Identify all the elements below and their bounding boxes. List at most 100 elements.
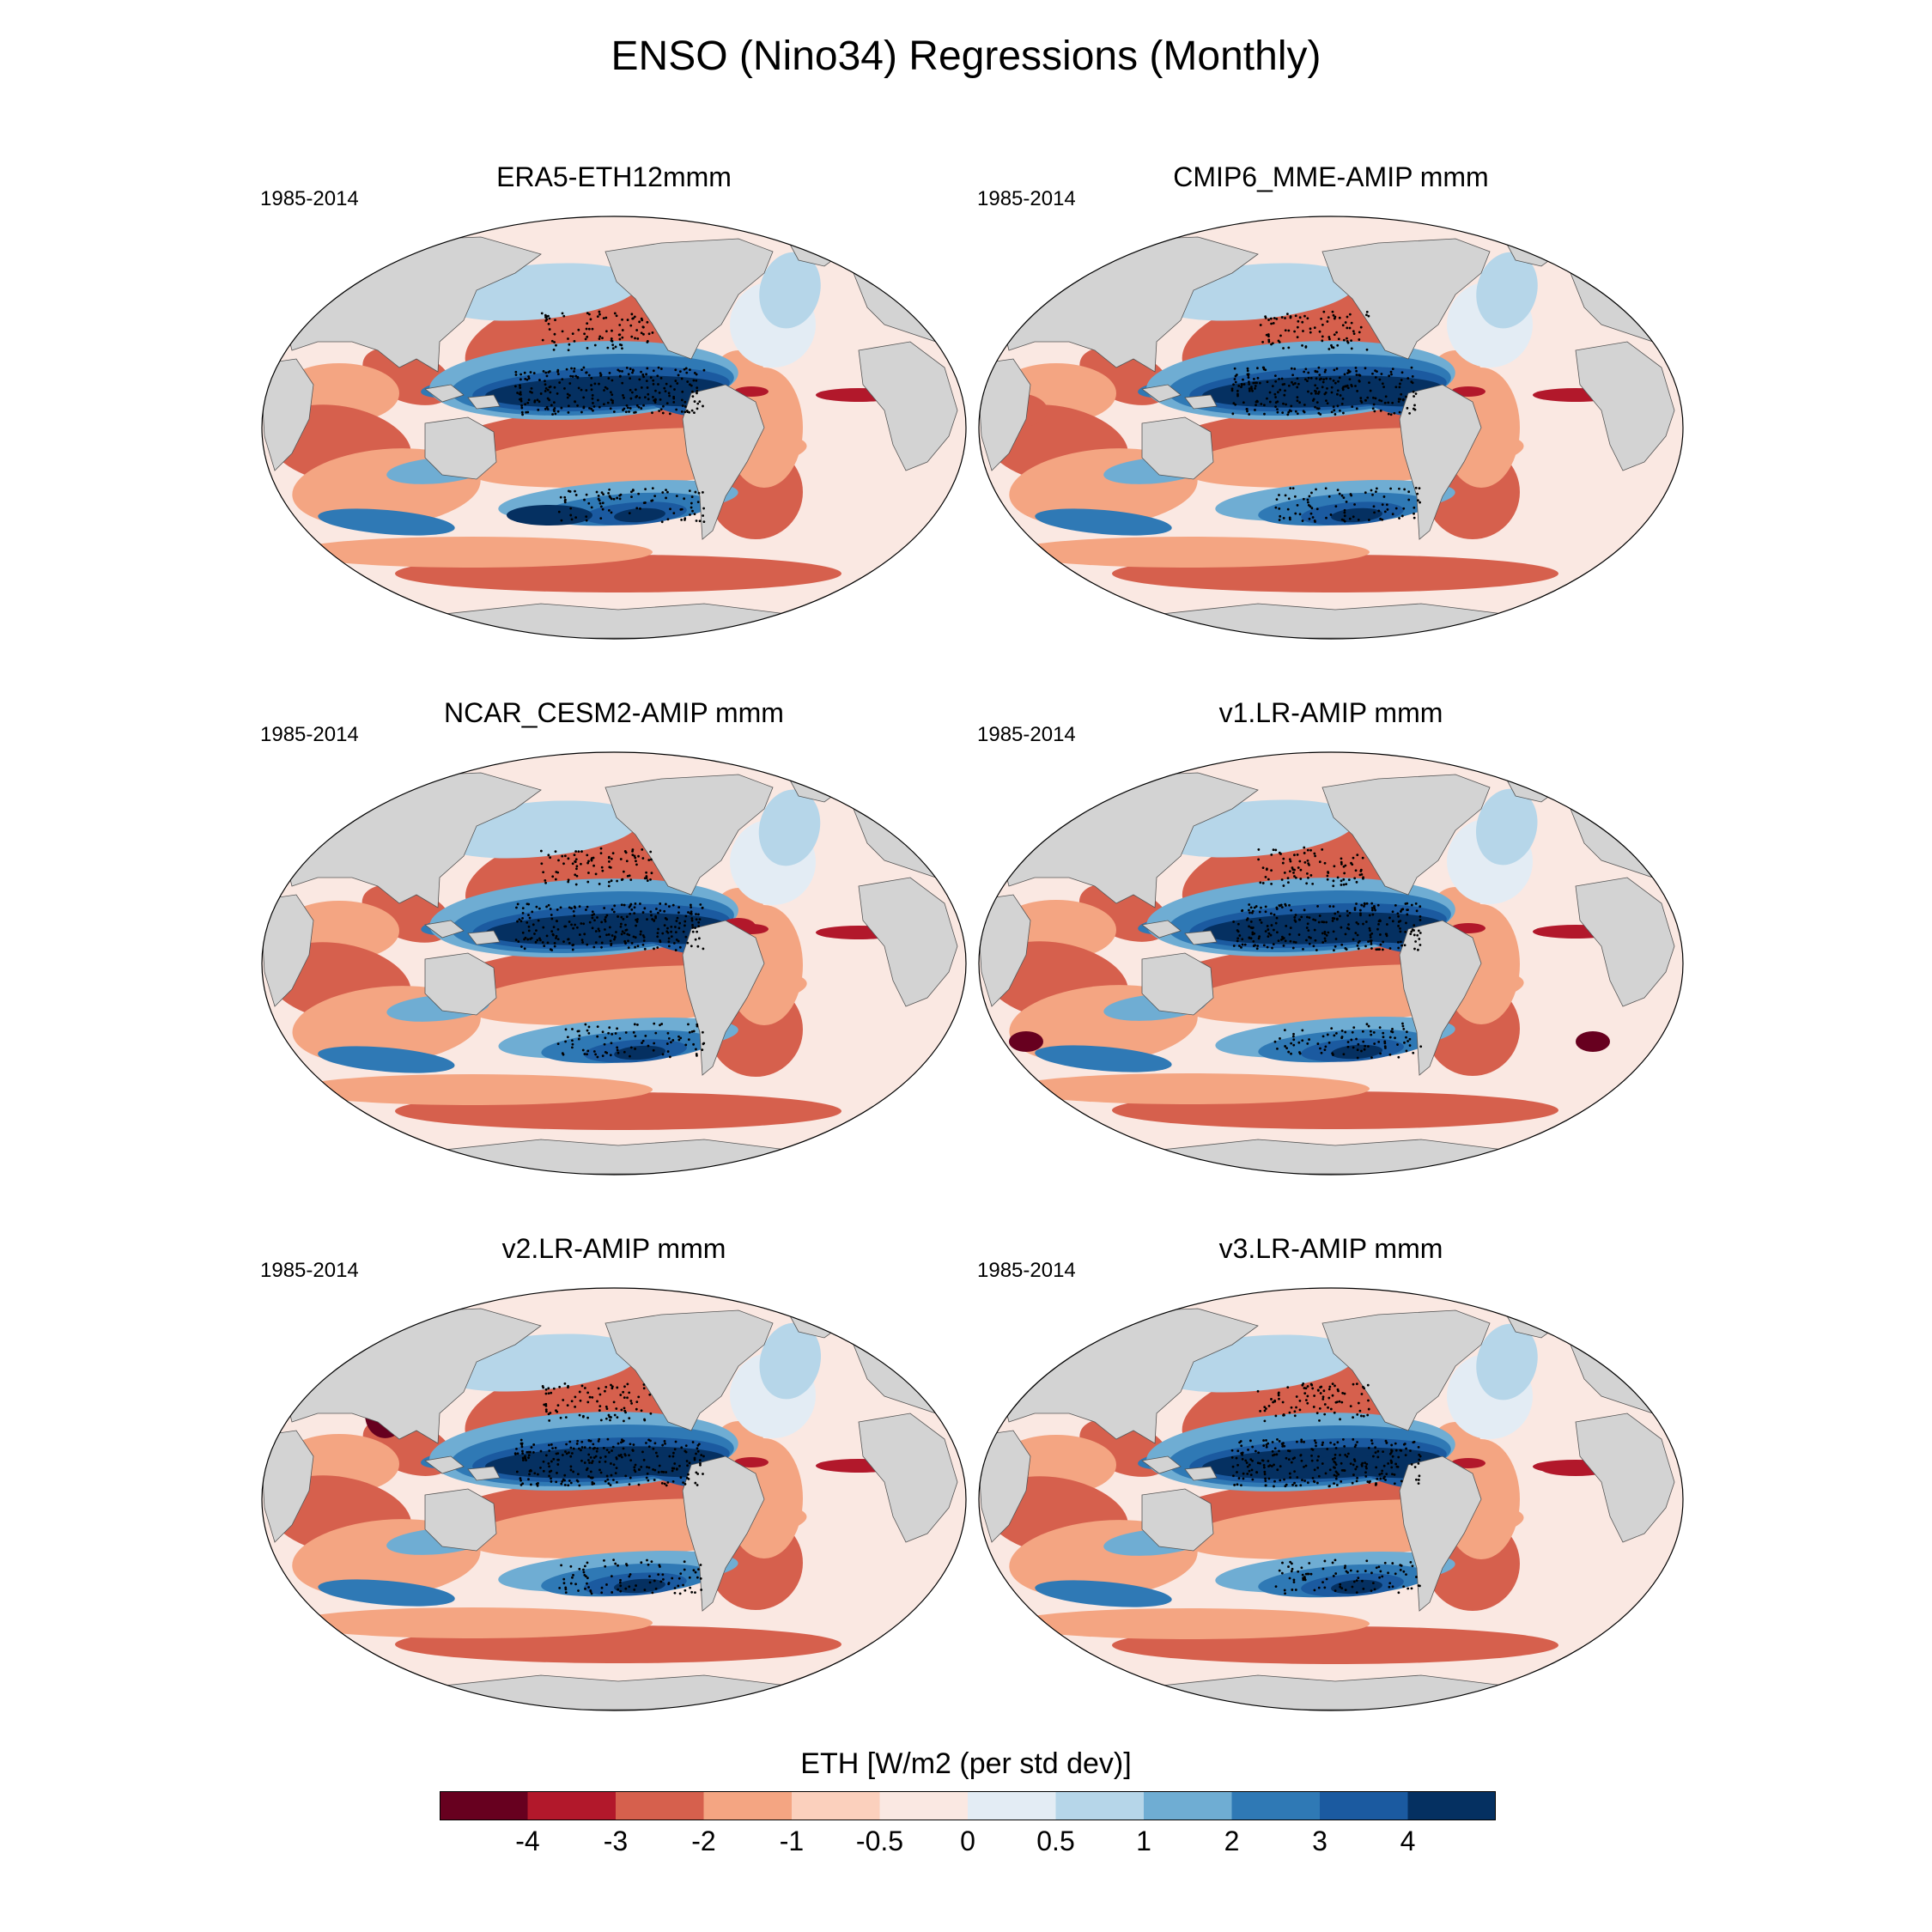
stipple-dot bbox=[586, 1416, 589, 1419]
stipple-dot bbox=[600, 491, 604, 495]
stipple-dot bbox=[618, 374, 622, 378]
stipple-dot bbox=[609, 1054, 612, 1057]
stipple-dot bbox=[690, 1590, 694, 1594]
stipple-dot bbox=[1381, 382, 1384, 386]
stipple-dot bbox=[679, 1476, 683, 1479]
stipple-dot bbox=[610, 1416, 612, 1419]
stipple-dot bbox=[671, 1479, 675, 1483]
stipple-dot bbox=[641, 373, 645, 376]
stipple-dot bbox=[1306, 1042, 1309, 1045]
stipple-dot bbox=[1230, 387, 1234, 391]
stipple-dot bbox=[613, 904, 617, 908]
stipple-dot bbox=[612, 910, 616, 914]
stipple-dot bbox=[666, 927, 669, 930]
stipple-dot bbox=[1297, 382, 1300, 386]
stipple-dot bbox=[636, 337, 640, 340]
stipple-dot bbox=[686, 941, 690, 945]
colorbar-swatch bbox=[616, 1791, 704, 1820]
stipple-dot bbox=[1384, 1047, 1387, 1049]
world-map bbox=[261, 216, 967, 640]
stipple-dot bbox=[1352, 1458, 1356, 1461]
land-mask bbox=[979, 226, 1675, 639]
stipple-dot bbox=[631, 848, 635, 851]
stipple-dot bbox=[683, 410, 687, 414]
stipple-dot bbox=[1291, 866, 1294, 869]
stipple-dot bbox=[1311, 883, 1315, 885]
stipple-dot bbox=[1282, 884, 1285, 887]
stipple-dot bbox=[651, 331, 654, 334]
stipple-dot bbox=[1329, 1441, 1333, 1444]
stipple-dot bbox=[1260, 921, 1263, 924]
stipple-dot bbox=[549, 1412, 552, 1414]
stipple-dot bbox=[1278, 1439, 1281, 1443]
stipple-dot bbox=[1270, 882, 1273, 885]
stipple-dot bbox=[1405, 395, 1407, 398]
stipple-dot bbox=[667, 905, 671, 908]
stipple-dot bbox=[1313, 1480, 1316, 1484]
stipple-dot bbox=[1330, 343, 1333, 347]
stipple-dot bbox=[1315, 407, 1319, 410]
stipple-dot bbox=[1375, 948, 1378, 951]
stipple-dot bbox=[583, 498, 586, 501]
stipple-dot bbox=[587, 1439, 591, 1443]
stipple-dot bbox=[1401, 398, 1405, 402]
stipple-dot bbox=[619, 1394, 623, 1396]
stipple-dot bbox=[552, 1387, 556, 1390]
stipple-dot bbox=[633, 1589, 636, 1591]
stipple-dot bbox=[656, 374, 659, 378]
stipple-dot bbox=[1343, 1392, 1346, 1395]
stipple-dot bbox=[1356, 1476, 1359, 1479]
stipple-dot bbox=[677, 927, 681, 930]
stipple-dot bbox=[574, 1405, 577, 1408]
stipple-dot bbox=[614, 1032, 617, 1035]
stipple-dot bbox=[696, 1576, 699, 1579]
stipple-dot bbox=[575, 867, 578, 871]
stipple-dot bbox=[672, 512, 676, 515]
stipple-dot bbox=[631, 368, 635, 372]
stipple-dot bbox=[1407, 490, 1411, 494]
stipple-dot bbox=[571, 1576, 574, 1579]
stipple-dot bbox=[1384, 395, 1388, 398]
stipple-dot bbox=[1262, 1463, 1266, 1467]
stipple-dot bbox=[612, 1479, 615, 1481]
stipple-dot bbox=[621, 347, 623, 350]
stipple-dot bbox=[1322, 1389, 1326, 1393]
stipple-dot bbox=[1236, 929, 1239, 932]
stipple-dot bbox=[1272, 1400, 1274, 1404]
stipple-dot bbox=[1342, 1438, 1345, 1441]
stipple-dot bbox=[685, 410, 689, 412]
panel-title: v1.LR-AMIP mmm bbox=[1218, 697, 1443, 728]
stipple-dot bbox=[661, 411, 665, 415]
stipple-dot bbox=[1359, 399, 1363, 403]
stipple-dot bbox=[592, 1443, 595, 1446]
stipple-dot bbox=[1411, 375, 1414, 378]
stipple-dot bbox=[606, 1478, 610, 1481]
stipple-dot bbox=[635, 1400, 639, 1404]
stipple-dot bbox=[519, 386, 522, 389]
stipple-dot bbox=[1259, 881, 1262, 884]
colorbar-swatch bbox=[1320, 1791, 1408, 1820]
stipple-dot bbox=[591, 327, 594, 331]
stipple-dot bbox=[668, 394, 671, 398]
stipple-dot bbox=[1242, 401, 1245, 404]
stipple-dot bbox=[687, 1477, 690, 1480]
stipple-dot bbox=[671, 1455, 675, 1458]
stipple-dot bbox=[1345, 1570, 1348, 1573]
stipple-dot bbox=[548, 1449, 551, 1452]
stipple-dot bbox=[1267, 340, 1271, 343]
stipple-dot bbox=[660, 1481, 664, 1485]
stipple-dot bbox=[611, 401, 614, 404]
stipple-dot bbox=[1371, 493, 1374, 496]
stipple-dot bbox=[599, 1419, 603, 1422]
stipple-dot bbox=[687, 911, 690, 914]
stipple-dot bbox=[673, 1462, 677, 1465]
stipple-dot bbox=[1400, 379, 1403, 381]
stipple-dot bbox=[1387, 401, 1390, 404]
stipple-dot bbox=[1334, 315, 1337, 319]
stipple-dot bbox=[605, 1051, 609, 1054]
stipple-dot bbox=[1362, 1587, 1365, 1590]
stipple-dot bbox=[577, 386, 580, 390]
stipple-dot bbox=[1344, 385, 1347, 388]
stipple-dot bbox=[1308, 517, 1311, 520]
stipple-dot bbox=[520, 410, 524, 414]
